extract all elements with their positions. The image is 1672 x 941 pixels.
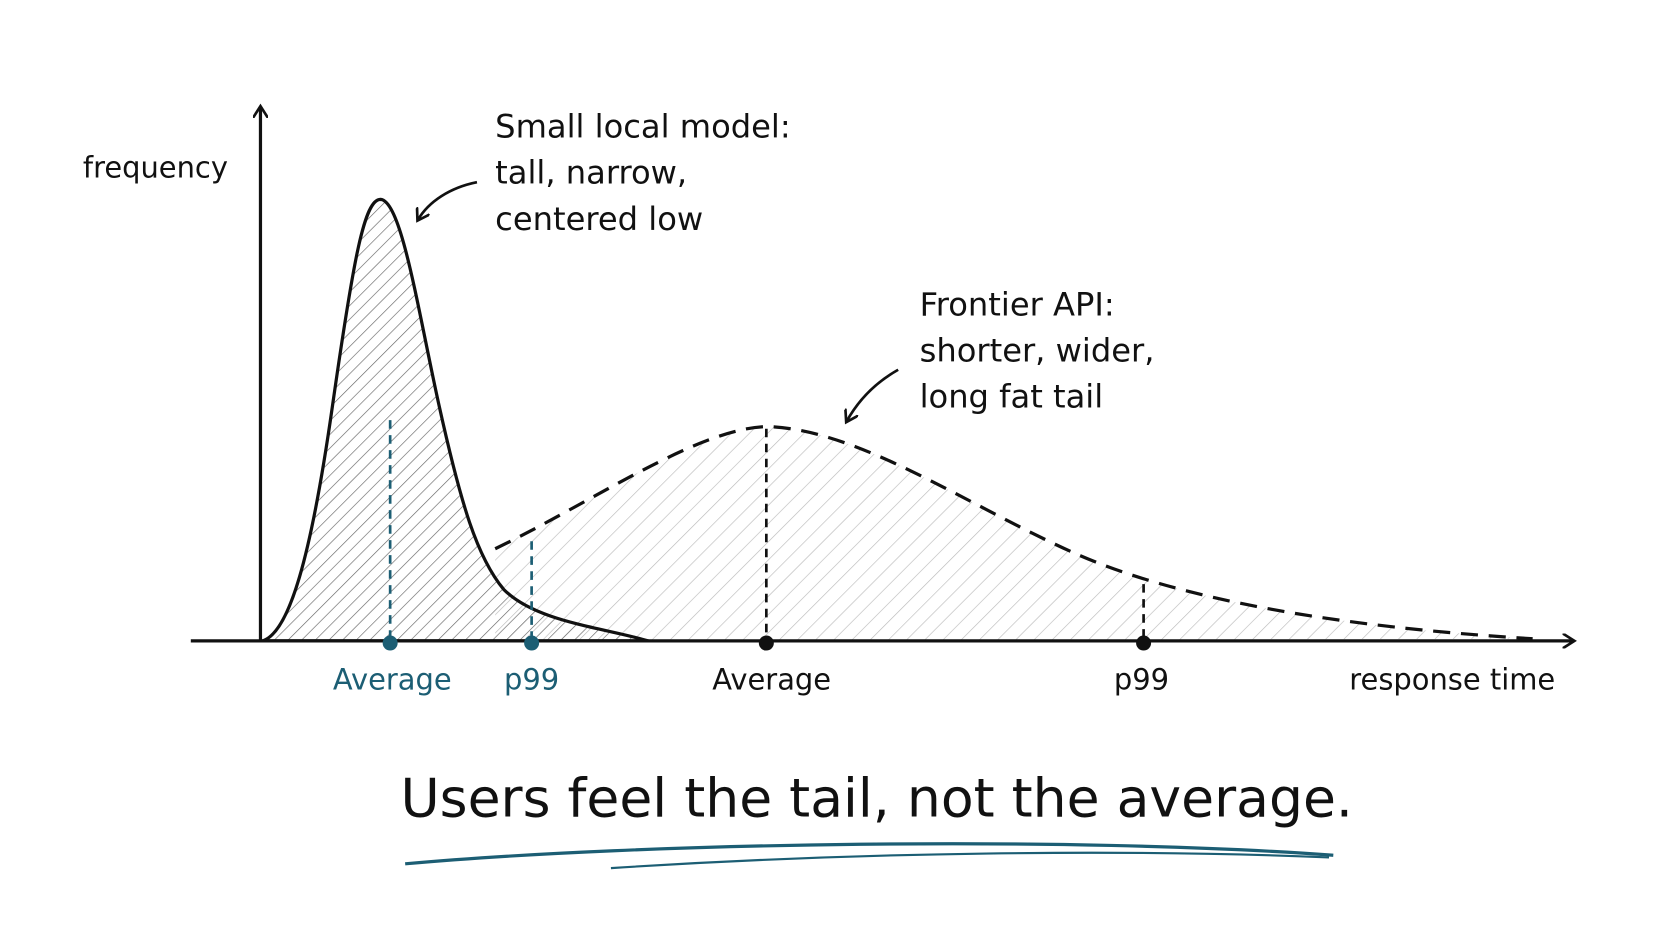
local-curve: [262, 197, 649, 643]
caption-underline: [610, 851, 1330, 870]
marker-label: Average: [333, 663, 452, 697]
annotation-line: Frontier API:: [920, 286, 1115, 324]
annotation-arrow: [418, 180, 478, 220]
y-axis-label: frequency: [83, 150, 228, 184]
annotation-line: Small local model:: [495, 108, 791, 146]
annotation-line: long fat tail: [920, 378, 1104, 416]
x-axis-label: response time: [1349, 663, 1555, 697]
marker-label: p99: [504, 663, 559, 697]
caption-underline: [405, 842, 1334, 866]
marker-dot: [524, 635, 540, 651]
marker-dot: [1136, 635, 1152, 651]
marker-dot: [382, 635, 398, 651]
marker-dot: [758, 635, 774, 651]
caption: Users feel the tail, not the average.: [400, 766, 1353, 829]
annotation-line: tall, narrow,: [495, 154, 687, 192]
frontier-fill: [495, 426, 1533, 641]
annotation-line: centered low: [495, 200, 703, 238]
frontier-curve: [494, 424, 1533, 641]
marker-label: Average: [712, 663, 831, 697]
annotation-arrow: [847, 368, 899, 421]
marker-label: p99: [1114, 663, 1169, 697]
annotation-line: shorter, wider,: [920, 332, 1155, 370]
